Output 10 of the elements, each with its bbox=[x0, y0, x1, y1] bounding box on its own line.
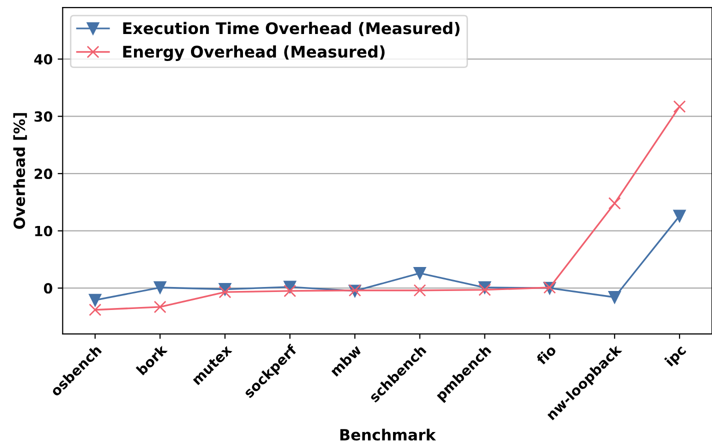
x-axis-title: Benchmark bbox=[340, 428, 436, 441]
y-tick-label: 10 bbox=[35, 226, 52, 236]
x-tick-label: ipc bbox=[664, 344, 688, 369]
y-axis-title: Overhead [%] bbox=[13, 113, 27, 229]
legend-label: Energy Overhead (Measured) bbox=[123, 45, 385, 61]
y-tick-label: 0 bbox=[44, 283, 52, 294]
legend-label: Execution Time Overhead (Measured) bbox=[123, 22, 460, 36]
y-tick-label: 20 bbox=[34, 168, 52, 180]
y-tick-label: 30 bbox=[34, 111, 52, 122]
y-tick-label: 40 bbox=[34, 54, 52, 65]
